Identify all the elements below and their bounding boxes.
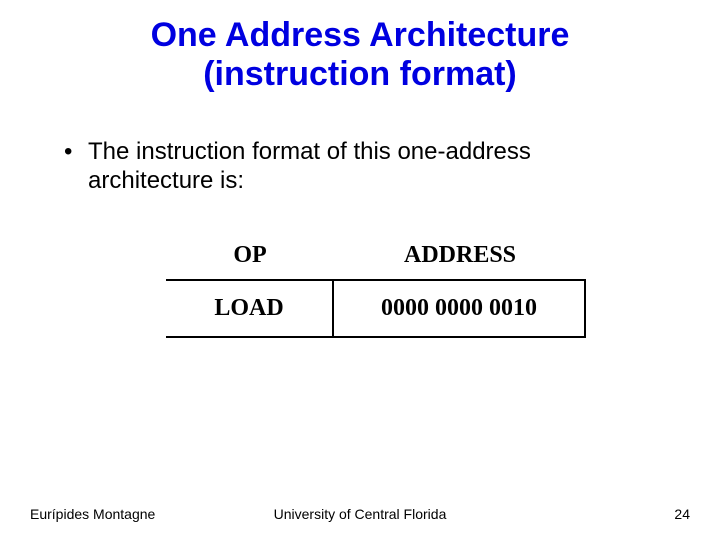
bullet-marker: • <box>64 138 88 167</box>
cell-address: 0000 0000 0010 <box>334 281 586 336</box>
diagram-row: LOAD 0000 0000 0010 <box>166 279 586 338</box>
cell-op: LOAD <box>166 281 334 336</box>
header-address: ADDRESS <box>334 242 586 269</box>
instruction-format-diagram: OP ADDRESS LOAD 0000 0000 0010 <box>166 242 586 338</box>
footer-page-number: 24 <box>674 506 690 522</box>
footer-affiliation: University of Central Florida <box>0 506 720 522</box>
bullet-line-1: The instruction format of this one-addre… <box>88 138 531 167</box>
diagram-headers: OP ADDRESS <box>166 242 586 269</box>
bullet-line-2: architecture is: <box>88 167 244 196</box>
bullet-text: • The instruction format of this one-add… <box>64 138 720 196</box>
title-line-1: One Address Architecture <box>0 16 720 55</box>
title-line-2: (instruction format) <box>0 55 720 94</box>
header-op: OP <box>166 242 334 269</box>
slide-title: One Address Architecture (instruction fo… <box>0 0 720 94</box>
